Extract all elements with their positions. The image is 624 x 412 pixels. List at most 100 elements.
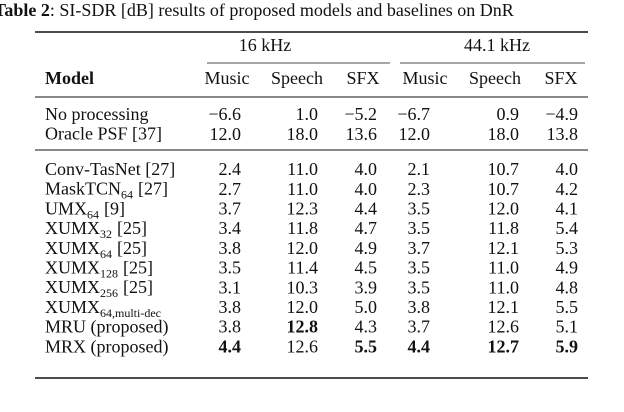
score-cell: 3.5 [408,218,431,238]
model-subscript: 64 [121,187,133,201]
model-ref: [25] [123,277,153,297]
score-cell: 4.0 [556,159,579,179]
score-cell: 3.5 [219,258,242,278]
score-cell: 11.4 [287,258,318,278]
model-text: Oracle PSF [37] [45,124,162,144]
score-cell: 2.1 [408,159,431,179]
score-cell: 2.7 [219,179,242,199]
score-cell: −5.2 [344,104,377,124]
column-header: SFX [346,68,379,88]
model-name: XUMX32 [25] [45,218,147,241]
model-ref: [25] [117,238,147,258]
model-text: Conv-TasNet [27] [45,159,175,179]
column-header: SFX [544,68,577,88]
score-cell: 5.5 [556,297,579,317]
score-cell: 3.8 [219,238,242,258]
score-cell: 3.4 [219,218,242,238]
model-text: No processing [45,104,148,124]
score-cell: 3.7 [219,199,242,219]
score-cell: 12.1 [488,238,520,258]
model-ref: [25] [117,218,147,238]
model-name: UMX64 [9] [45,199,125,222]
score-cell: 4.8 [556,277,579,297]
score-cell: 11.8 [488,218,519,238]
column-header: Music [403,68,448,88]
score-cell: 3.5 [408,258,431,278]
score-cell: 3.5 [408,199,431,219]
score-cell: 1.0 [296,104,319,124]
model-subscript: 32 [100,227,112,241]
model-ref: [9] [104,199,125,219]
score-cell: 4.5 [355,258,378,278]
score-cell: 3.7 [408,317,431,337]
score-cell: 18.0 [488,124,520,144]
group-header: 44.1 kHz [464,35,530,55]
score-cell: 12.8 [287,317,319,337]
score-cell: 12.0 [399,124,431,144]
score-cell: 12.7 [488,336,520,356]
model-name: MaskTCN64 [27] [45,179,168,202]
column-header: Model [45,68,94,88]
score-cell: 12.6 [287,336,319,356]
model-text: XUMX [45,238,100,258]
score-cell: 3.8 [219,297,242,317]
score-cell: 5.1 [556,317,579,337]
score-cell: 12.1 [488,297,520,317]
model-text: XUMX [45,258,100,278]
score-cell: 4.2 [556,179,579,199]
model-subscript: 128 [100,266,118,280]
score-cell: 4.0 [355,179,378,199]
score-cell: 12.6 [488,317,520,337]
caption-text: : SI-SDR [dB] results of proposed models… [50,0,514,20]
model-name: MRU (proposed) [45,317,169,338]
score-cell: 3.8 [219,317,242,337]
model-text: XUMX [45,277,100,297]
score-cell: 4.1 [556,199,579,219]
score-cell: 5.3 [556,238,579,258]
column-header: Speech [469,68,521,88]
score-cell: 10.7 [488,159,520,179]
model-text: UMX [45,199,87,219]
model-name: XUMX128 [25] [45,258,153,281]
score-cell: 4.7 [355,218,378,238]
model-subscript: 64 [87,207,99,221]
model-subscript: 256 [100,286,118,300]
score-cell: 13.6 [346,124,378,144]
score-cell: 18.0 [287,124,319,144]
model-text: XUMX [45,297,100,317]
score-cell: 13.8 [547,124,579,144]
score-cell: 4.4 [219,336,242,356]
score-cell: 5.9 [556,336,579,356]
score-cell: 0.9 [497,104,520,124]
model-name: XUMX64,multi-dec [45,297,161,320]
group-header: 16 kHz [239,35,292,55]
score-cell: 10.7 [488,179,520,199]
score-cell: 3.7 [408,238,431,258]
model-text: MRU (proposed) [45,317,169,338]
score-cell: −4.9 [545,104,578,124]
score-cell: 5.0 [355,297,378,317]
model-text: MRX (proposed) [45,336,169,357]
score-cell: 5.4 [556,218,579,238]
model-ref: [25] [123,258,153,278]
score-cell: 12.0 [287,238,319,258]
score-cell: 12.3 [287,199,319,219]
model-subscript: 64,multi-dec [100,306,161,320]
score-cell: 4.4 [355,199,378,219]
model-name: XUMX256 [25] [45,277,153,300]
score-cell: 10.3 [287,277,319,297]
model-name: Conv-TasNet [27] [45,159,175,179]
model-subscript: 64 [100,247,112,261]
score-cell: 3.8 [408,297,431,317]
score-cell: 4.9 [556,258,579,278]
score-cell: 11.0 [287,179,318,199]
column-header: Speech [271,68,323,88]
score-cell: 12.0 [287,297,319,317]
model-name: No processing [45,104,148,124]
model-text: MaskTCN [45,179,121,199]
score-cell: 4.3 [355,317,378,337]
score-cell: 11.8 [287,218,318,238]
score-cell: 2.4 [219,159,242,179]
score-cell: 3.1 [219,277,242,297]
